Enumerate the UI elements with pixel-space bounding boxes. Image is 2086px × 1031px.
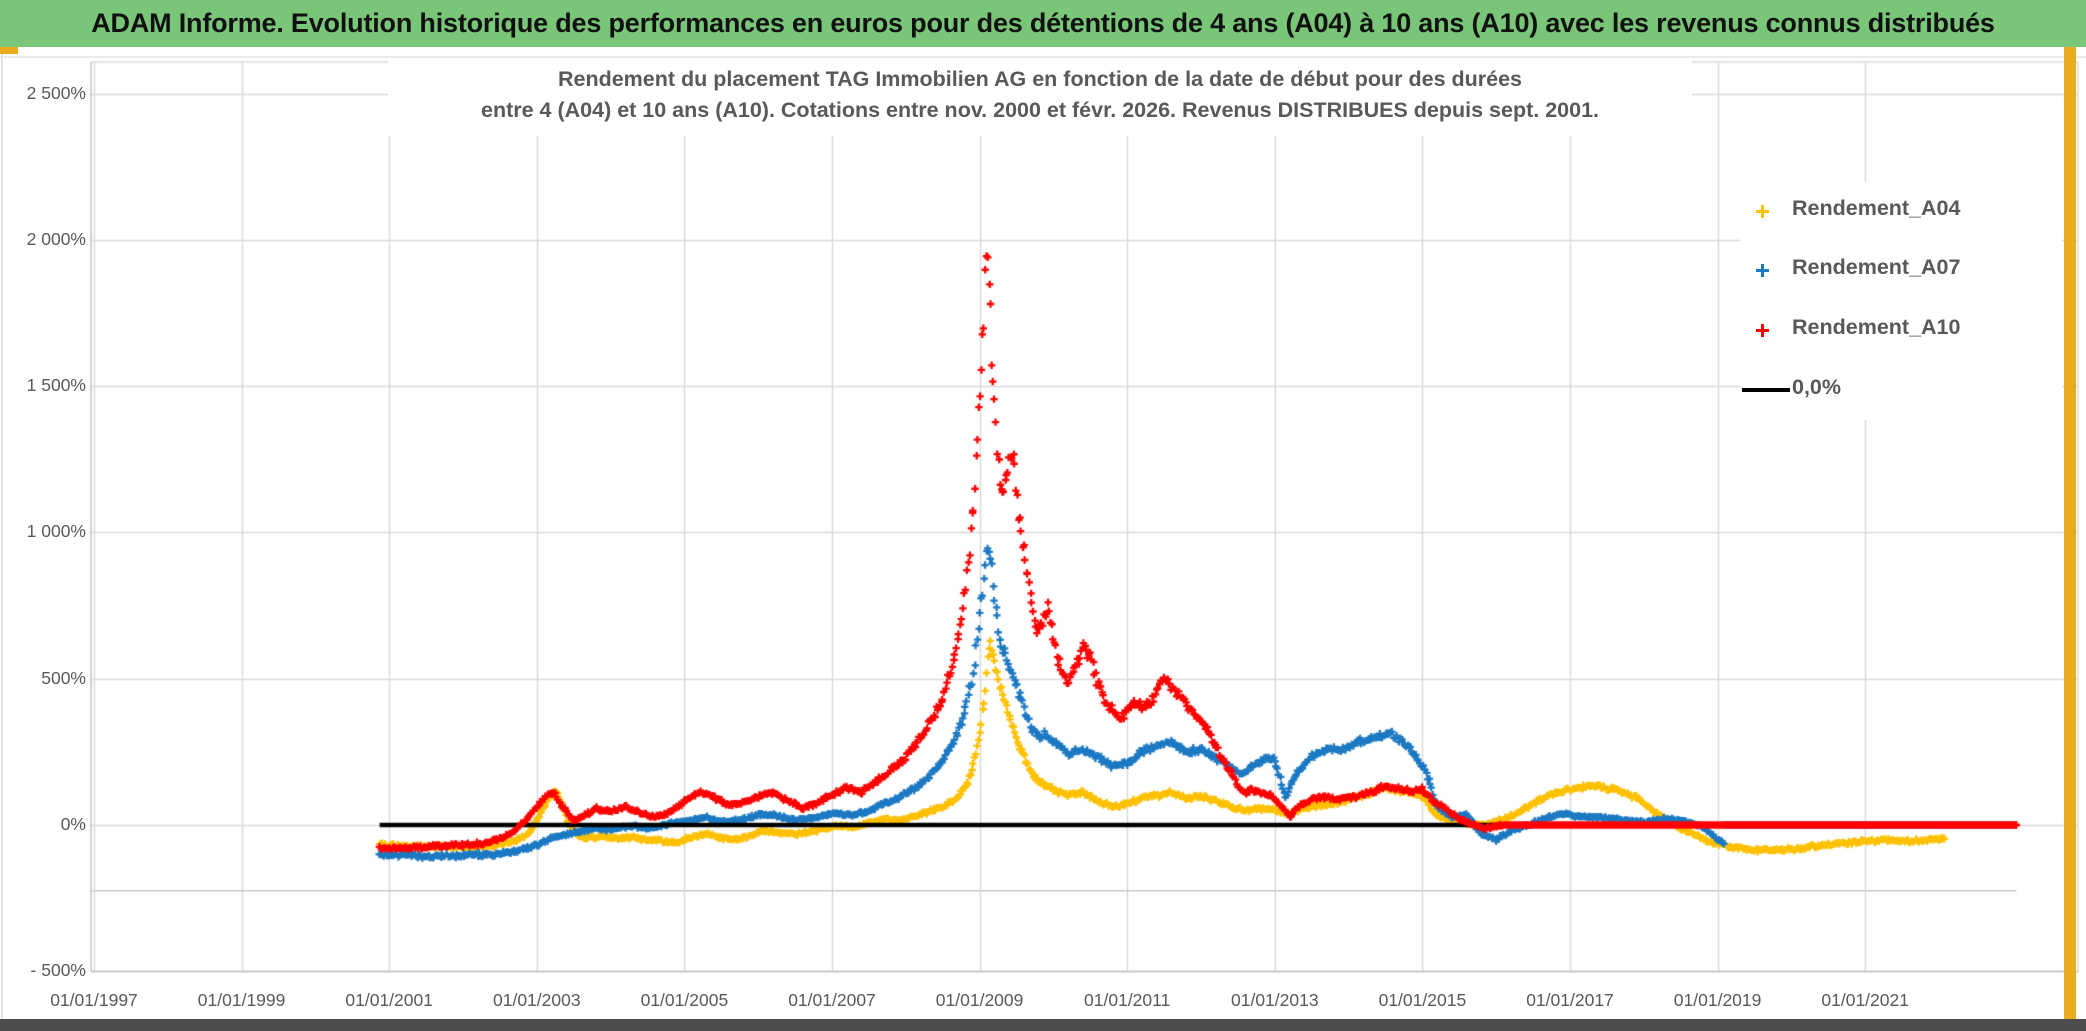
x-tick-label: 01/01/2021: [1821, 990, 1909, 1010]
plus-marker-icon: [1756, 205, 1769, 218]
legend-item-rendement-a07: Rendement_A07: [1740, 255, 2062, 285]
header-title: ADAM Informe. Evolution historique des p…: [91, 8, 1995, 38]
x-tick-label: 01/01/2001: [345, 990, 433, 1010]
header-underline: [0, 56, 2086, 58]
chart-title: Rendement du placement TAG Immobilien AG…: [388, 58, 1692, 136]
left-edge-line: [1, 47, 3, 1019]
legend-label: Rendement_A07: [1792, 255, 1961, 279]
header-bar: ADAM Informe. Evolution historique des p…: [0, 0, 2086, 47]
legend-label: Rendement_A10: [1792, 315, 1961, 339]
y-tick-label: 1 500%: [26, 375, 86, 396]
y-tick-label: 1 000%: [26, 521, 86, 542]
legend-label: 0,0%: [1792, 375, 1842, 399]
legend-item-0-0-: 0,0%: [1740, 375, 2062, 405]
x-tick-label: 01/01/1997: [50, 990, 138, 1010]
x-tick-label: 01/01/2007: [788, 990, 876, 1010]
plus-marker-icon: [1756, 264, 1769, 277]
right-accent-bar: [2064, 47, 2076, 1019]
legend-item-rendement-a10: Rendement_A10: [1740, 315, 2062, 345]
x-tick-label: 01/01/2003: [493, 990, 581, 1010]
y-tick-label: 2 000%: [26, 228, 86, 249]
chart-title-line2: entre 4 (A04) et 10 ans (A10). Cotations…: [480, 98, 1599, 122]
x-tick-label: 01/01/1999: [197, 990, 286, 1010]
x-tick-label: 01/01/2009: [935, 990, 1024, 1010]
corner-accent-bar: [0, 47, 18, 54]
y-tick-label: 2 500%: [26, 82, 86, 103]
y-tick-label: - 500%: [30, 960, 86, 981]
x-tick-label: 01/01/2011: [1084, 990, 1171, 1010]
legend-item-rendement-a04: Rendement_A04: [1740, 196, 2062, 226]
y-tick-label: 500%: [41, 667, 86, 688]
line-marker-icon: [1742, 388, 1790, 392]
chart-legend: Rendement_A04 Rendement_A07 Rendement_A10 0…: [1740, 182, 2062, 420]
chart-title-line1: Rendement du placement TAG Immobilien AG…: [557, 67, 1523, 91]
y-tick-label: 0%: [60, 814, 86, 834]
plus-marker-icon: [1756, 324, 1769, 337]
x-tick-label: 01/01/2013: [1231, 990, 1319, 1010]
legend-label: Rendement_A04: [1792, 196, 1961, 220]
x-tick-label: 01/01/2019: [1673, 990, 1762, 1010]
bottom-window-bar: [0, 1019, 2086, 1031]
x-tick-label: 01/01/2017: [1526, 990, 1614, 1010]
x-tick-label: 01/01/2005: [640, 990, 729, 1010]
x-tick-label: 01/01/2015: [1378, 990, 1467, 1010]
